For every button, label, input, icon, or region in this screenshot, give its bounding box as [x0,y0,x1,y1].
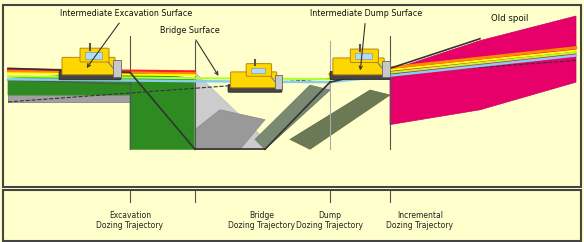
Text: Bridge
Dozing Trajectory: Bridge Dozing Trajectory [228,211,296,230]
Bar [251,68,265,73]
Polygon shape [195,72,330,149]
Polygon shape [255,85,330,149]
Text: Bridge Surface: Bridge Surface [160,26,220,75]
FancyBboxPatch shape [231,72,277,88]
FancyBboxPatch shape [246,64,272,76]
FancyBboxPatch shape [80,48,109,62]
Bar [113,60,121,77]
Text: Dump
Dozing Trajectory: Dump Dozing Trajectory [297,211,363,230]
Bar [274,75,282,89]
Text: Intermediate Excavation Surface: Intermediate Excavation Surface [60,9,192,67]
FancyBboxPatch shape [228,84,282,92]
FancyBboxPatch shape [330,71,390,80]
FancyBboxPatch shape [333,58,384,75]
Text: Intermediate Dump Surface: Intermediate Dump Surface [310,9,422,69]
FancyBboxPatch shape [350,49,378,62]
Text: Excavation
Dozing Trajectory: Excavation Dozing Trajectory [96,211,164,230]
Bar [355,53,371,60]
Bar [382,61,390,77]
Text: Old spoil: Old spoil [491,15,529,23]
Text: Incremental
Dozing Trajectory: Incremental Dozing Trajectory [387,211,454,230]
FancyBboxPatch shape [62,57,115,75]
Polygon shape [390,16,576,125]
Polygon shape [290,90,390,149]
Bar [3,190,581,241]
Polygon shape [8,72,195,149]
Polygon shape [8,95,130,102]
Polygon shape [195,110,265,149]
FancyBboxPatch shape [59,71,121,80]
Bar [85,53,102,59]
